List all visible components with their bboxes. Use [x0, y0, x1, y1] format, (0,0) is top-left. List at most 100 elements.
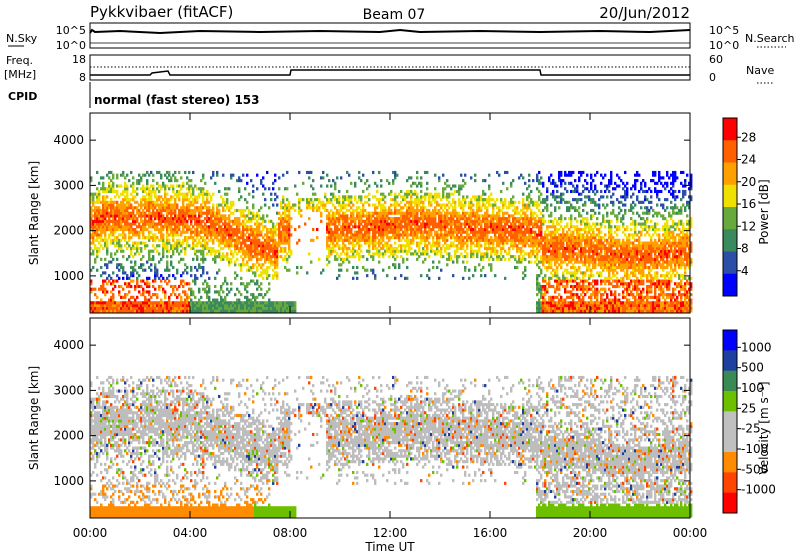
power-cell: [92, 225, 95, 229]
power-cell: [154, 189, 157, 194]
power-cell: [522, 192, 525, 196]
power-cell: [184, 217, 187, 221]
power-cell: [114, 206, 117, 210]
power-cell: [330, 200, 333, 204]
power-cell: [478, 203, 481, 207]
power-cell: [254, 236, 257, 240]
power-cell: [538, 249, 541, 253]
power-cell: [462, 260, 465, 264]
power-cell: [148, 195, 151, 199]
power-cell: [136, 279, 139, 283]
power-cell: [108, 181, 111, 185]
power-cell: [218, 233, 221, 237]
nsearch-tick-bottom: 10^0: [709, 39, 739, 52]
power-cell: [496, 238, 499, 242]
power-cell: [110, 211, 113, 215]
power-cell: [394, 276, 397, 280]
power-cell: [208, 301, 211, 305]
power-cell: [382, 203, 385, 207]
power-cell: [112, 279, 115, 283]
power-cell: [196, 303, 199, 308]
power-cell: [390, 227, 393, 232]
power-cell: [116, 184, 119, 188]
power-cell: [308, 198, 311, 202]
power-cell: [512, 241, 515, 245]
power-cell: [488, 184, 491, 188]
power-cell: [346, 222, 349, 226]
power-cell: [174, 233, 177, 237]
power-cell: [370, 219, 373, 223]
power-cell: [354, 208, 357, 213]
power-cell: [120, 217, 123, 221]
power-cell: [142, 287, 145, 291]
power-cell: [508, 200, 511, 204]
power-cell: [190, 287, 193, 291]
power-cell: [114, 279, 117, 283]
power-cell: [184, 208, 187, 213]
power-cell: [220, 238, 223, 242]
power-cell: [124, 176, 127, 180]
power-cell: [382, 206, 385, 210]
power-cell: [136, 276, 139, 280]
power-cell: [290, 217, 293, 221]
power-cell: [104, 208, 107, 213]
power-cell: [136, 282, 139, 286]
power-cell: [510, 241, 513, 245]
power-cell: [256, 309, 259, 313]
nsky-trace: [89, 28, 691, 35]
power-cell: [198, 219, 201, 223]
power-cell: [154, 211, 157, 215]
power-cell: [522, 271, 525, 275]
power-cell: [196, 195, 199, 199]
power-cell: [100, 200, 103, 204]
power-cell: [526, 241, 529, 245]
power-cell: [172, 244, 175, 248]
power-cell: [412, 192, 415, 196]
power-cell: [156, 211, 159, 215]
power-cell: [142, 208, 145, 213]
power-cell: [486, 198, 489, 202]
power-cell: [382, 217, 385, 221]
power-cell: [422, 249, 425, 253]
power-cell: [450, 241, 453, 245]
power-cell: [196, 217, 199, 221]
power-cell: [444, 230, 447, 234]
power-cell: [188, 198, 191, 202]
power-cell: [228, 303, 231, 308]
power-cell: [212, 203, 215, 207]
power-cell: [100, 274, 103, 278]
power-cell: [424, 238, 427, 242]
power-cell: [444, 211, 447, 215]
power-cell: [98, 225, 101, 229]
power-cell: [186, 303, 189, 308]
power-cell: [398, 233, 401, 237]
power-cell: [408, 222, 411, 226]
power-cell: [452, 214, 455, 218]
power-cell: [398, 203, 401, 207]
power-cell: [242, 257, 245, 261]
power-cell: [168, 309, 171, 313]
power-cell: [238, 217, 241, 221]
power-cell: [106, 173, 109, 177]
power-cell: [446, 184, 449, 188]
power-cell: [356, 241, 359, 245]
power-cell: [386, 208, 389, 213]
power-cell: [256, 244, 259, 248]
power-cell: [184, 301, 187, 305]
power-cell: [442, 208, 445, 213]
power-cell: [388, 246, 391, 251]
power-cell: [376, 230, 379, 234]
power-cell: [352, 249, 355, 253]
power-cell: [204, 290, 207, 294]
power-cell: [506, 211, 509, 215]
power-cell: [266, 241, 269, 245]
power-cell: [500, 208, 503, 213]
power-cell: [204, 279, 207, 283]
power-cell: [350, 241, 353, 245]
power-cell: [328, 249, 331, 253]
power-cell: [368, 184, 371, 188]
power-cell: [164, 309, 167, 313]
power-cell: [478, 208, 481, 213]
power-cell: [444, 206, 447, 210]
power-cell: [230, 282, 233, 286]
